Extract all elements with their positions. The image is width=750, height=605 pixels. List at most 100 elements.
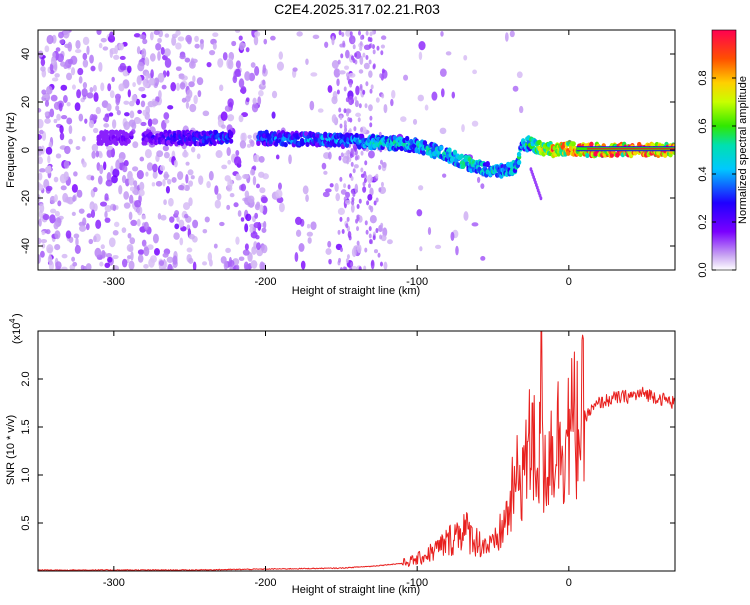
noise-blob — [383, 103, 388, 114]
noise-blob — [258, 156, 265, 163]
noise-blob — [102, 46, 109, 51]
noise-blob — [164, 33, 170, 38]
noise-blob — [373, 249, 379, 254]
noise-blob — [327, 85, 333, 93]
noise-blob — [382, 227, 388, 237]
noise-blob — [451, 91, 456, 99]
noise-blob — [78, 208, 85, 214]
noise-blob — [338, 30, 342, 36]
noise-blob — [352, 168, 356, 174]
noise-blob — [403, 74, 409, 81]
spectrogram-heatmap — [38, 30, 675, 270]
noise-blob — [237, 210, 242, 217]
noise-blob — [133, 180, 138, 187]
noise-blob — [135, 98, 141, 106]
noise-blob — [235, 173, 241, 181]
noise-blob — [255, 201, 261, 209]
noise-blob — [327, 240, 332, 248]
noise-blob — [328, 258, 332, 265]
noise-blob — [121, 258, 128, 268]
snr-x-axis-label: Height of straight line (km) — [292, 584, 420, 596]
x-tick-label: -300 — [103, 577, 125, 589]
ridge-blob — [104, 129, 110, 136]
noise-blob — [324, 188, 332, 193]
noise-blob — [321, 162, 327, 170]
noise-blob — [144, 56, 149, 66]
noise-blob — [364, 160, 368, 166]
noise-blob — [368, 183, 372, 189]
noise-blob — [339, 176, 343, 182]
noise-blob — [244, 190, 250, 199]
noise-blob — [137, 61, 145, 72]
ridge-blob — [516, 159, 522, 165]
noise-blob — [246, 143, 252, 148]
noise-blob — [380, 222, 384, 228]
noise-blob — [38, 181, 41, 188]
noise-blob — [343, 196, 347, 202]
noise-blob — [244, 243, 249, 251]
ridge-blob — [148, 131, 153, 137]
noise-blob — [55, 261, 62, 270]
noise-blob — [365, 81, 369, 87]
noise-blob — [184, 57, 191, 63]
noise-blob — [345, 97, 349, 103]
noise-blob — [333, 68, 341, 78]
noise-blob — [261, 227, 267, 233]
noise-blob — [192, 75, 196, 83]
noise-blob — [339, 115, 343, 121]
noise-blob — [194, 43, 200, 49]
noise-blob — [340, 152, 344, 158]
ridge-blob — [411, 143, 417, 149]
noise-blob — [104, 217, 111, 223]
noise-blob — [152, 170, 158, 179]
noise-blob — [127, 89, 131, 98]
noise-blob — [188, 180, 194, 187]
ridge-blob — [447, 147, 452, 153]
noise-blob — [66, 196, 74, 205]
noise-blob — [109, 48, 114, 59]
noise-blob — [258, 171, 265, 178]
noise-blob — [325, 248, 332, 255]
noise-blob — [50, 57, 57, 66]
noise-blob — [107, 83, 112, 92]
noise-blob — [42, 213, 50, 221]
noise-blob — [368, 43, 372, 49]
noise-blob — [310, 221, 317, 231]
noise-blob — [235, 60, 241, 69]
noise-blob — [239, 41, 245, 51]
noise-blob — [346, 111, 350, 117]
snr-x-ticks: -300 -200 -100 0 — [103, 331, 572, 589]
noise-blob — [65, 230, 72, 239]
noise-blob — [108, 112, 114, 117]
noise-blob — [339, 247, 343, 253]
ridge-blob — [589, 141, 594, 147]
noise-blob — [197, 90, 202, 98]
noise-blob — [183, 213, 189, 219]
noise-blob — [52, 51, 56, 59]
noise-blob — [345, 30, 352, 37]
noise-blob — [185, 173, 189, 184]
noise-blob — [349, 82, 353, 88]
noise-blob — [100, 37, 107, 43]
noise-blob — [206, 61, 212, 68]
noise-blob — [136, 218, 141, 227]
noise-blob — [81, 135, 86, 142]
y-tick-label: 0.5 — [20, 515, 32, 530]
noise-blob — [95, 106, 101, 115]
colorbar-tick-label: 0.8 — [697, 70, 709, 85]
noise-blob — [49, 214, 56, 224]
noise-blob — [82, 82, 88, 89]
noise-blob — [95, 150, 100, 158]
ridge-blob — [609, 152, 615, 158]
noise-blob — [192, 261, 197, 270]
noise-blob — [263, 38, 268, 45]
noise-blob — [262, 79, 266, 86]
noise-blob — [380, 181, 384, 187]
noise-blob — [368, 204, 372, 210]
noise-blob — [271, 90, 278, 99]
ridge-blob — [256, 140, 261, 146]
noise-blob — [39, 203, 45, 214]
noise-blob — [380, 50, 384, 56]
noise-blob — [179, 237, 184, 246]
noise-blob — [167, 263, 173, 270]
